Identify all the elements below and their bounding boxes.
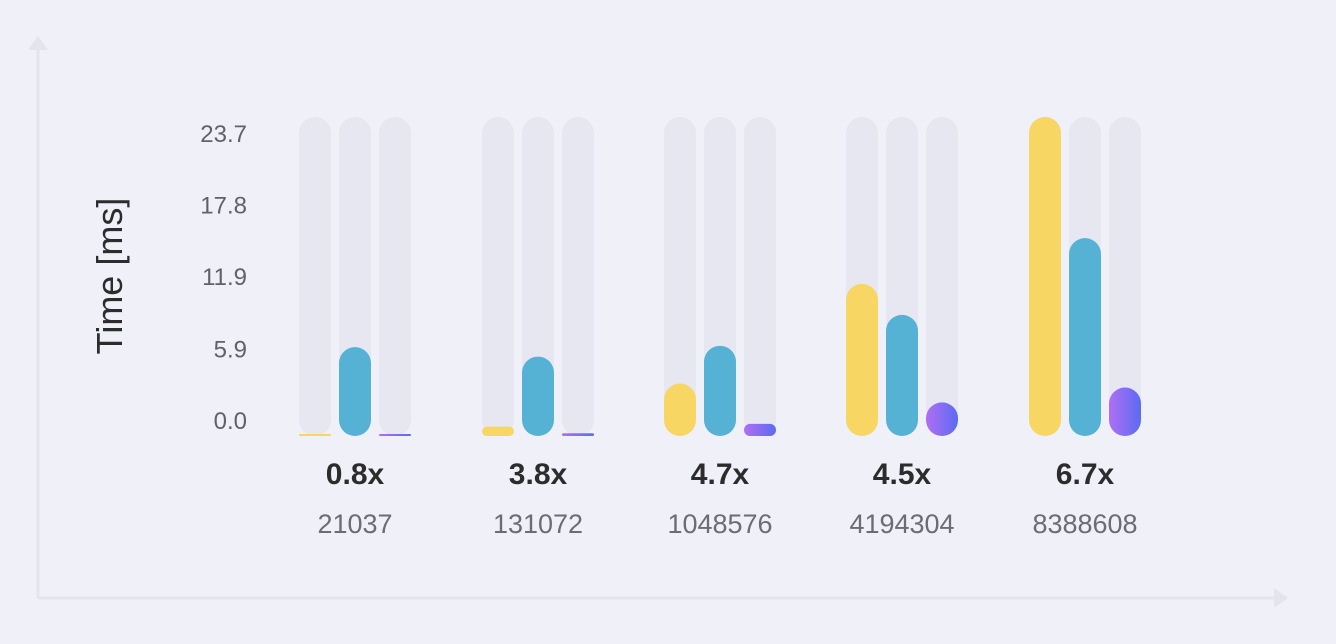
y-tick-label: 11.9 bbox=[202, 264, 247, 291]
category-labels: 0.8x 21037 3.8x 131072 4.7x 1048576 4.5x 419430… bbox=[317, 458, 1137, 539]
bar-track bbox=[744, 117, 776, 436]
bar-track bbox=[1109, 117, 1141, 436]
bar bbox=[926, 402, 958, 436]
bar bbox=[299, 434, 331, 436]
bar-track bbox=[664, 117, 696, 436]
bar-track bbox=[299, 117, 331, 436]
bar bbox=[1109, 387, 1141, 436]
category-label: 1048576 bbox=[667, 509, 772, 539]
bar-track bbox=[379, 117, 411, 436]
speedup-label: 4.7x bbox=[691, 458, 750, 491]
y-axis-label: Time [ms] bbox=[89, 198, 130, 355]
category-label: 131072 bbox=[493, 509, 583, 539]
bar bbox=[704, 345, 736, 436]
speedup-label: 6.7x bbox=[1056, 458, 1115, 491]
bar bbox=[339, 347, 371, 436]
bar bbox=[1069, 238, 1101, 436]
x-axis-arrow bbox=[1274, 588, 1288, 608]
axes bbox=[28, 36, 1288, 608]
bars bbox=[299, 117, 1141, 436]
y-tick-label: 17.8 bbox=[200, 192, 247, 219]
speedup-label: 4.5x bbox=[873, 458, 932, 491]
bar bbox=[744, 423, 776, 436]
bar-track bbox=[926, 117, 958, 436]
category-label: 4194304 bbox=[849, 509, 954, 539]
bar bbox=[664, 383, 696, 436]
bar bbox=[1029, 117, 1061, 436]
y-tick-label: 0.0 bbox=[214, 408, 247, 435]
category-label: 21037 bbox=[317, 509, 392, 539]
y-tick-label: 5.9 bbox=[214, 337, 247, 364]
speedup-label: 0.8x bbox=[326, 458, 385, 491]
category-label: 8388608 bbox=[1032, 509, 1137, 539]
speedup-label: 3.8x bbox=[509, 458, 568, 491]
y-ticks: 0.0 5.9 11.9 17.8 23.7 bbox=[200, 121, 247, 435]
bar bbox=[522, 356, 554, 436]
y-axis-arrow bbox=[28, 36, 48, 50]
bar bbox=[379, 434, 411, 436]
bar-track bbox=[522, 117, 554, 436]
bar-track bbox=[482, 117, 514, 436]
y-tick-label: 23.7 bbox=[200, 121, 247, 148]
bar bbox=[562, 433, 594, 436]
bar bbox=[846, 283, 878, 436]
bar bbox=[482, 426, 514, 436]
bar-track bbox=[562, 117, 594, 436]
bar bbox=[886, 314, 918, 436]
